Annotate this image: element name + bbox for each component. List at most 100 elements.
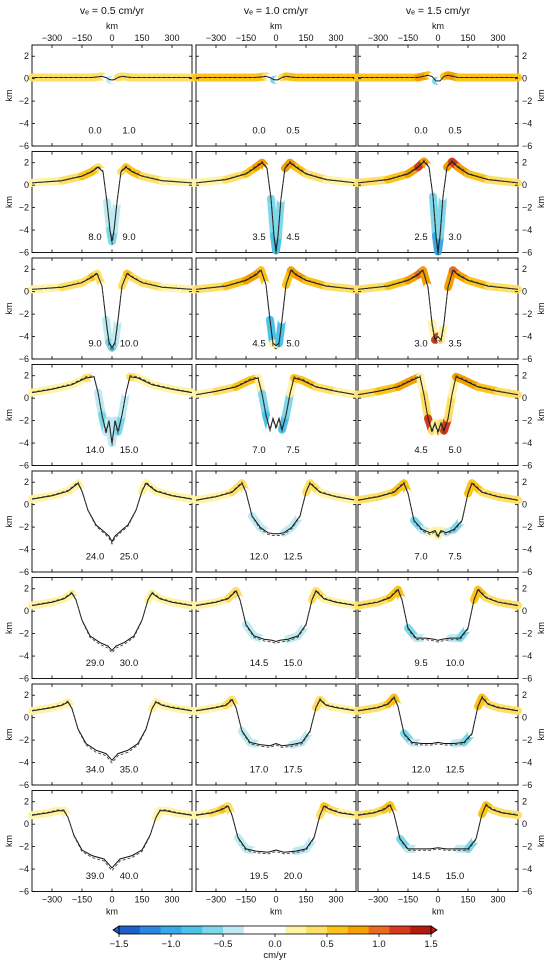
- time-label: 10.0: [446, 658, 465, 669]
- colorbar-min-arrow: [112, 925, 120, 935]
- panel-frame: [31, 790, 193, 892]
- time-label: 0.5: [286, 126, 299, 137]
- y-tick-label: −2: [522, 203, 532, 213]
- y-tick-label: 2: [24, 371, 29, 381]
- y-tick-label: −6: [19, 141, 29, 151]
- y-tick-label: −6: [522, 780, 532, 790]
- y-axis-label: km: [4, 516, 14, 528]
- topography-line: [195, 590, 357, 643]
- y-tick-label: −6: [522, 674, 532, 684]
- y-tick-label: −2: [522, 96, 532, 106]
- time-label: 0.0: [414, 126, 427, 137]
- y-tick-label: −4: [522, 225, 532, 235]
- y-tick-label: 0: [522, 287, 527, 297]
- panel-frame: [195, 577, 357, 679]
- y-tick-label: 2: [522, 690, 527, 700]
- topography-line-dashed: [196, 75, 356, 81]
- y-tick-label: 0: [24, 180, 29, 190]
- colorbar-cell: [243, 926, 265, 934]
- colorbar-cell: [181, 926, 203, 934]
- colorbar-cell: [368, 926, 390, 934]
- y-tick-label: 0: [522, 819, 527, 829]
- time-label: 35.0: [120, 765, 139, 776]
- topography-line: [31, 592, 193, 652]
- y-axis-label: km: [536, 303, 546, 315]
- x-tick-label: −300: [42, 33, 62, 43]
- colorbar-cell: [223, 926, 245, 934]
- time-label: 17.0: [250, 765, 269, 776]
- y-tick-label: −6: [19, 354, 29, 364]
- y-tick-label: 2: [522, 797, 527, 807]
- time-label: 0.0: [88, 126, 101, 137]
- y-tick-label: −4: [522, 545, 532, 555]
- topography-line-dashed: [195, 160, 357, 255]
- column-title: vₑ = 1.5 cm/yr: [406, 5, 471, 17]
- topography-line-dashed: [31, 481, 193, 545]
- y-tick-label: 0: [24, 287, 29, 297]
- colorbar-tick-label: 1.0: [372, 939, 385, 950]
- y-tick-label: 2: [24, 584, 29, 594]
- panel-frame: [31, 470, 193, 573]
- time-label: 9.0: [122, 232, 135, 243]
- y-tick-label: −2: [19, 522, 29, 532]
- y-tick-label: −2: [19, 842, 29, 852]
- y-axis-label: km: [536, 90, 546, 102]
- x-tick-label: −150: [236, 33, 256, 43]
- x-tick-label: 150: [134, 895, 149, 905]
- y-tick-label: 2: [24, 690, 29, 700]
- colorbar-tick-label: 1.5: [424, 939, 437, 950]
- y-tick-label: 2: [24, 158, 29, 168]
- x-tick-label: −300: [368, 895, 388, 905]
- topography-line: [31, 166, 193, 242]
- time-label: 3.0: [414, 339, 427, 350]
- topography-line-dashed: [195, 268, 357, 350]
- time-label: 4.5: [414, 445, 427, 456]
- x-axis-label: km: [106, 21, 118, 31]
- y-tick-label: 0: [522, 500, 527, 510]
- x-tick-label: −150: [236, 895, 256, 905]
- panel-frame: [357, 44, 519, 147]
- y-tick-label: 0: [24, 74, 29, 84]
- colorbar-cell: [327, 926, 349, 934]
- topography-line: [357, 376, 519, 434]
- y-tick-label: 0: [24, 393, 29, 403]
- y-tick-label: −6: [19, 567, 29, 577]
- time-label: 3.5: [252, 232, 265, 243]
- y-tick-label: −6: [522, 141, 532, 151]
- y-tick-label: −4: [522, 758, 532, 768]
- x-tick-label: −150: [72, 33, 92, 43]
- topography-line: [31, 272, 193, 349]
- time-label: 40.0: [120, 871, 139, 882]
- y-tick-label: 2: [522, 477, 527, 487]
- y-tick-label: −2: [522, 629, 532, 639]
- x-tick-label: 0: [273, 33, 278, 43]
- colorbar-tick-label: −1.0: [162, 939, 181, 950]
- y-tick-label: 0: [24, 606, 29, 616]
- y-axis-label: km: [536, 516, 546, 528]
- topography-line: [195, 482, 357, 535]
- y-axis-label: km: [4, 835, 14, 847]
- y-axis-label: km: [536, 835, 546, 847]
- time-label: 2.5: [414, 232, 427, 243]
- x-axis-label: km: [270, 907, 282, 917]
- x-tick-label: 150: [460, 895, 475, 905]
- topography-line-dashed: [32, 75, 192, 81]
- y-tick-label: 2: [24, 264, 29, 274]
- colorbar-tick-label: −1.5: [110, 939, 129, 950]
- panel-frame: [31, 44, 193, 147]
- x-tick-label: 300: [164, 895, 179, 905]
- time-label: 4.5: [286, 232, 299, 243]
- time-label: 9.0: [88, 339, 101, 350]
- y-tick-label: 2: [522, 371, 527, 381]
- panel-frame: [195, 683, 357, 786]
- y-axis-label: km: [4, 90, 14, 102]
- topography-line-dashed: [31, 591, 193, 654]
- time-label: 1.0: [122, 126, 135, 137]
- colorbar-cell: [202, 926, 224, 934]
- colorbar-cell: [389, 926, 411, 934]
- time-label: 34.0: [86, 765, 105, 776]
- time-label: 3.0: [448, 232, 461, 243]
- topography-line: [357, 804, 519, 850]
- colorbar-label: cm/yr: [263, 950, 286, 961]
- x-tick-label: −150: [398, 895, 418, 905]
